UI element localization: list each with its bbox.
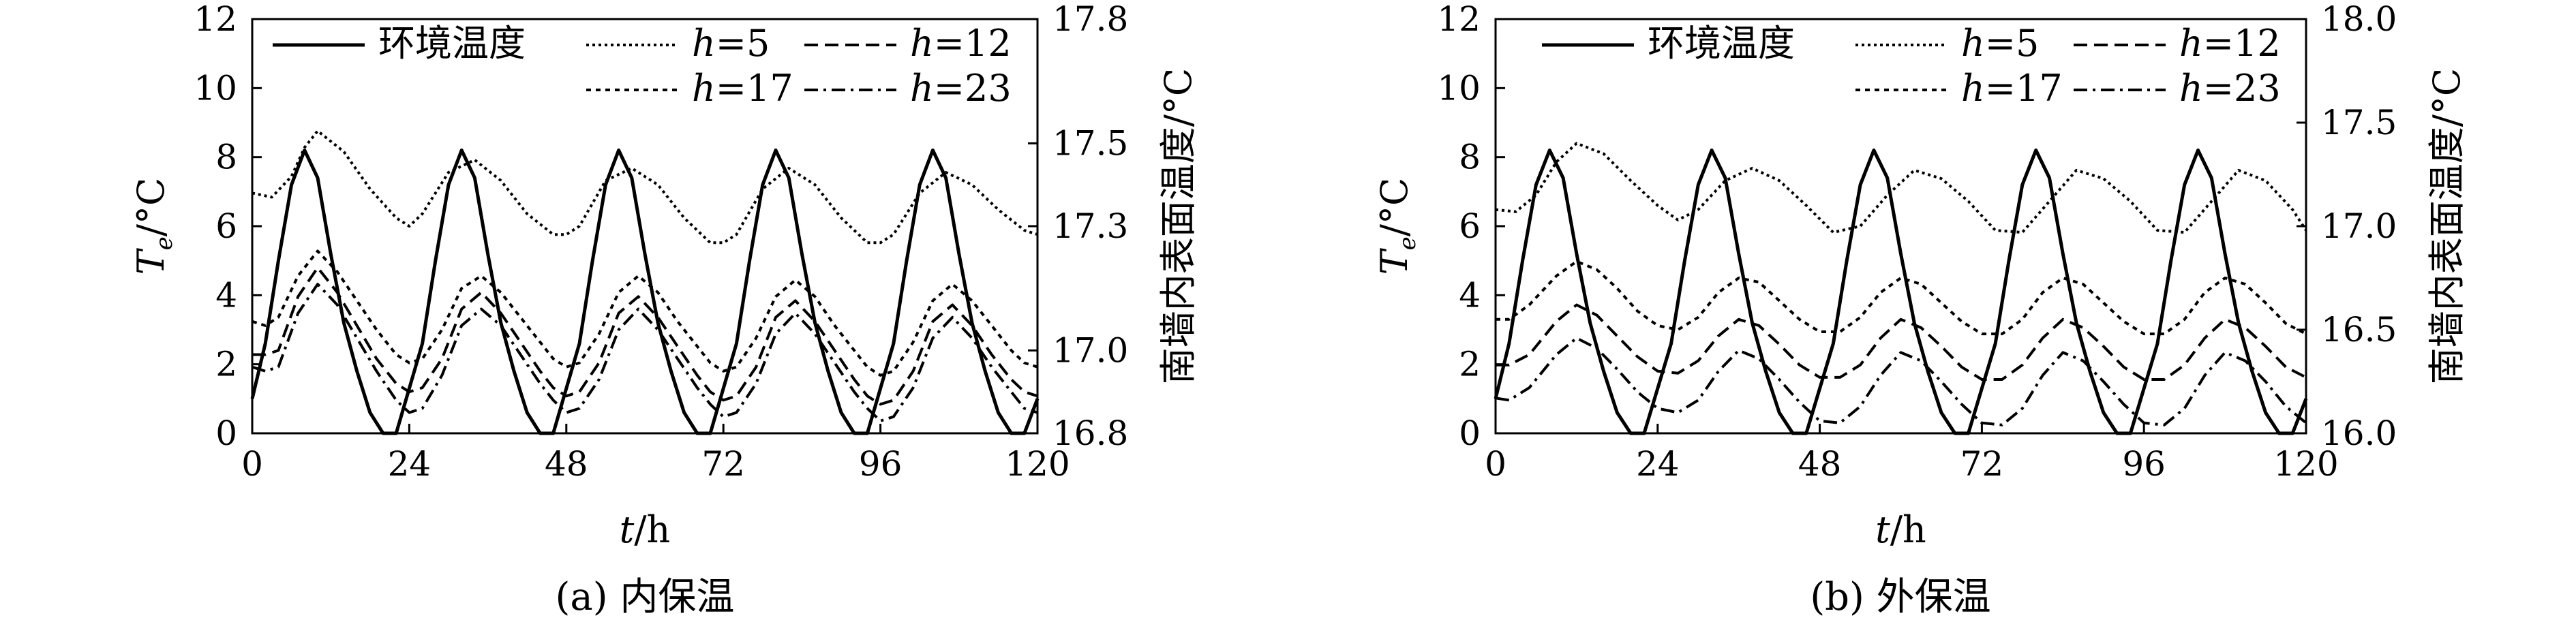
series-line-1 <box>252 129 1038 245</box>
x-tick-label: 96 <box>2122 444 2166 484</box>
series-line-0 <box>1494 149 2308 435</box>
series-line-0 <box>250 149 1040 435</box>
y-axis-label: Te/°C <box>130 178 178 275</box>
x-tick-label: 48 <box>1798 444 1842 484</box>
y-tick-label: 6 <box>215 206 237 246</box>
y-axis-label: Te/°C <box>1373 178 1421 275</box>
y-tick-label: 4 <box>1459 275 1481 315</box>
x-tick-label: 24 <box>1636 444 1680 484</box>
y-right-axis-label: 南墙内表面温度/°C <box>2425 68 2468 385</box>
y-tick-label: 2 <box>215 345 237 384</box>
x-tick-label: 96 <box>859 444 903 484</box>
legend-label: 环境温度 <box>378 22 526 65</box>
series-line-2 <box>252 266 1038 406</box>
series-line-4 <box>1495 337 2307 426</box>
y-right-tick-label: 16.0 <box>2321 414 2397 453</box>
x-tick-label: 72 <box>1960 444 2004 484</box>
y-right-tick-label: 17.8 <box>1052 0 1128 39</box>
x-tick-label: 48 <box>545 444 588 484</box>
legend-label: h=12 <box>2179 22 2281 65</box>
y-right-tick-label: 17.0 <box>1052 330 1128 370</box>
legend-label: h=5 <box>692 22 770 65</box>
y-tick-label: 6 <box>1459 206 1481 246</box>
y-tick-label: 0 <box>215 414 237 453</box>
series-line-2 <box>1496 303 2307 381</box>
legend-label: h=17 <box>692 67 793 110</box>
y-right-tick-label: 17.0 <box>2321 206 2397 246</box>
series-line-3 <box>1496 260 2307 336</box>
legend-label: h=17 <box>1961 67 2063 110</box>
y-right-tick-label: 16.8 <box>1052 414 1128 453</box>
y-tick-label: 8 <box>215 138 237 177</box>
x-tick-label: 24 <box>388 444 431 484</box>
x-tick-label: 120 <box>2273 444 2338 484</box>
legend-label: h=12 <box>910 22 1012 65</box>
x-tick-label: 0 <box>241 444 263 484</box>
series-line-3 <box>252 249 1038 377</box>
chart-panel-external-insulation: 0 24 48 72 96 12002468101216.016.517.017.518.… <box>1373 0 2468 619</box>
x-tick-label: 120 <box>1005 444 1070 484</box>
y-tick-label: 10 <box>1437 68 1481 108</box>
legend-label: 环境温度 <box>1648 22 1795 65</box>
y-tick-label: 12 <box>1437 0 1481 39</box>
y-tick-label: 12 <box>194 0 237 39</box>
x-tick-label: 72 <box>701 444 745 484</box>
legend-label: h=23 <box>910 67 1012 110</box>
x-tick-label: 0 <box>1485 444 1506 484</box>
legend-label: h=5 <box>1961 22 2039 65</box>
chart-panel-internal-insulation: 0 24 48 72 96 12002468101216.817.017.317.517.… <box>130 0 1200 619</box>
series-line-4 <box>252 283 1038 422</box>
y-right-tick-label: 16.5 <box>2321 310 2397 349</box>
y-right-tick-label: 17.5 <box>1052 123 1128 163</box>
y-right-tick-label: 18.0 <box>2321 0 2397 39</box>
y-right-tick-label: 17.3 <box>1052 206 1128 246</box>
y-tick-label: 8 <box>1459 138 1481 177</box>
legend-label: h=23 <box>2179 67 2281 110</box>
panel-caption: (b) 外保温 <box>1810 575 1990 619</box>
x-axis-label: t/h <box>1875 508 1926 551</box>
y-right-tick-label: 17.5 <box>2321 103 2397 142</box>
x-axis-label: t/h <box>620 508 671 551</box>
y-right-axis-label: 南墙内表面温度/°C <box>1157 68 1200 385</box>
y-tick-label: 4 <box>215 275 237 315</box>
series-line-1 <box>1495 142 2307 234</box>
y-tick-label: 0 <box>1459 414 1481 453</box>
y-tick-label: 2 <box>1459 345 1481 384</box>
y-tick-label: 10 <box>194 68 237 108</box>
panel-caption: (a) 内保温 <box>556 575 735 619</box>
